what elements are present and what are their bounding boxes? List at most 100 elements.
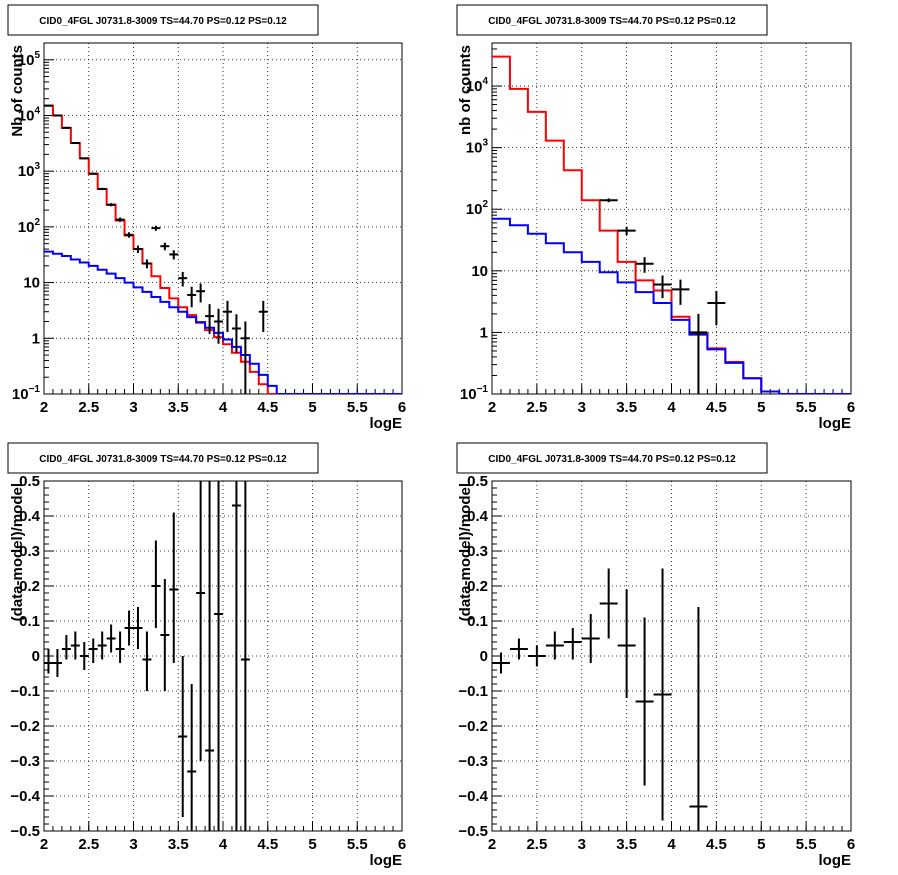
x-axis-title: logE xyxy=(370,415,403,432)
x-tick-label: 4 xyxy=(219,836,228,853)
x-tick-label: 3.5 xyxy=(616,399,637,416)
series-group xyxy=(44,104,402,394)
x-tick-label: 4.5 xyxy=(706,399,727,416)
data-point xyxy=(214,481,223,831)
data-point xyxy=(671,279,690,305)
data-point xyxy=(240,481,250,831)
data-point xyxy=(133,607,143,649)
data-point xyxy=(187,684,197,831)
y-tick-label: 0.5 xyxy=(19,473,40,490)
y-tick-base: 10 xyxy=(18,163,35,180)
series-group xyxy=(44,481,250,831)
data-point xyxy=(635,617,654,786)
y-axis-title: (data-model)/model xyxy=(9,483,26,621)
panel-title: CID0_4FGL J0731.8-3009 TS=44.70 PS=0.12 … xyxy=(488,16,736,27)
y-tick-base: 10 xyxy=(18,52,35,69)
y-tick-label: 0.3 xyxy=(19,543,40,560)
data-point xyxy=(169,250,179,260)
y-tick-label: 1 xyxy=(480,324,488,341)
data-point xyxy=(563,628,582,660)
y-tick-label: 0.3 xyxy=(467,543,488,560)
x-tick-label: 5.5 xyxy=(796,399,817,416)
y-tick-label: −0.2 xyxy=(10,718,40,735)
y-tick-label: −0.3 xyxy=(458,753,488,770)
x-tick-label: 3 xyxy=(578,399,586,416)
x-tick-label: 2 xyxy=(488,836,496,853)
x-tick-label: 3 xyxy=(578,836,586,853)
data-point xyxy=(653,275,672,299)
y-tick-label: 103 xyxy=(18,161,41,180)
data-point xyxy=(223,300,232,332)
series-group xyxy=(492,55,851,394)
x-tick-label: 4.5 xyxy=(257,399,278,416)
data-point xyxy=(178,271,188,287)
data-point xyxy=(133,245,143,253)
y-tick-label: −0.1 xyxy=(10,683,40,700)
data-point xyxy=(160,579,170,691)
panel-title: CID0_4FGL J0731.8-3009 TS=44.70 PS=0.12 … xyxy=(39,16,287,27)
data-point xyxy=(527,645,546,667)
data-point xyxy=(61,126,71,129)
x-tick-label: 3.5 xyxy=(616,836,637,853)
data-point xyxy=(79,642,89,670)
panel-title: CID0_4FGL J0731.8-3009 TS=44.70 PS=0.12 … xyxy=(39,454,287,465)
x-tick-label: 4 xyxy=(667,399,676,416)
plot-frame xyxy=(43,480,403,832)
data-point xyxy=(97,631,107,660)
grid xyxy=(492,43,851,394)
data-point xyxy=(258,300,268,332)
y-tick-base: 10 xyxy=(466,78,483,95)
x-tick-label: 2 xyxy=(40,399,48,416)
data-point xyxy=(142,259,152,269)
y-tick-base: 10 xyxy=(460,386,477,403)
y-tick-label: 0 xyxy=(480,648,488,665)
x-tick-label: 5 xyxy=(308,836,316,853)
x-tick-label: 2 xyxy=(488,399,496,416)
x-tick-label: 2 xyxy=(40,836,48,853)
y-tick-label: −0.2 xyxy=(458,718,488,735)
y-tick-exponent: 2 xyxy=(482,199,488,210)
y-tick-label: 0 xyxy=(32,648,40,665)
data-point xyxy=(205,481,215,831)
panel-bottom-left: 2 2.5 3 3.5 4 4.5 5 5.5 6 −0.5 −0.4 −0.3 −0.2 −0.1 0 0.… xyxy=(7,442,406,869)
data-point xyxy=(70,142,80,145)
x-axis-title: logE xyxy=(819,852,852,869)
y-axis-title: nb of counts xyxy=(457,45,474,135)
y-tick-label: −0.1 xyxy=(458,683,488,700)
title-box xyxy=(456,442,768,474)
y-tick-label: 0.4 xyxy=(19,508,41,525)
x-tick-label: 4 xyxy=(667,836,676,853)
y-tick-base: 10 xyxy=(18,107,35,124)
y-axis: −0.5 −0.4 −0.3 −0.2 −0.1 0 0.1 0.2 0.3 0.4 0.5 xyxy=(10,473,54,840)
panel-title: CID0_4FGL J0731.8-3009 TS=44.70 PS=0.12 … xyxy=(488,454,736,465)
data-point xyxy=(151,225,161,231)
x-tick-label: 2.5 xyxy=(78,399,99,416)
x-tick-label: 2.5 xyxy=(78,836,99,853)
y-tick-label: −0.3 xyxy=(10,753,40,770)
y-tick-label: 102 xyxy=(466,199,489,218)
y-tick-base: 1 xyxy=(480,324,488,341)
x-tick-label: 4.5 xyxy=(257,836,278,853)
data-point xyxy=(106,203,116,207)
y-tick-label: 0.4 xyxy=(467,508,489,525)
x-tick-label: 3 xyxy=(129,399,137,416)
plot-frame xyxy=(491,480,852,832)
data-point xyxy=(124,610,134,646)
series-line-blue xyxy=(44,250,402,394)
panel-bottom-right: 2 2.5 3 3.5 4 4.5 5 5.5 6 −0.5 −0.4 −0.3 −0.2 −0.1 0 0.… xyxy=(456,442,855,869)
y-tick-label: −0.5 xyxy=(10,823,40,840)
data-point xyxy=(205,304,215,334)
y-tick-label: 0.1 xyxy=(19,613,40,630)
y-tick-label: −0.4 xyxy=(458,788,488,805)
data-points xyxy=(44,104,268,394)
y-tick-label: 105 xyxy=(18,50,41,69)
data-point xyxy=(44,649,53,674)
y-tick-exponent: 4 xyxy=(34,105,40,116)
data-point xyxy=(231,481,241,831)
y-tick-base: 10 xyxy=(12,386,29,403)
data-point xyxy=(196,481,206,761)
x-tick-label: 4 xyxy=(219,399,228,416)
x-tick-label: 3 xyxy=(129,836,137,853)
